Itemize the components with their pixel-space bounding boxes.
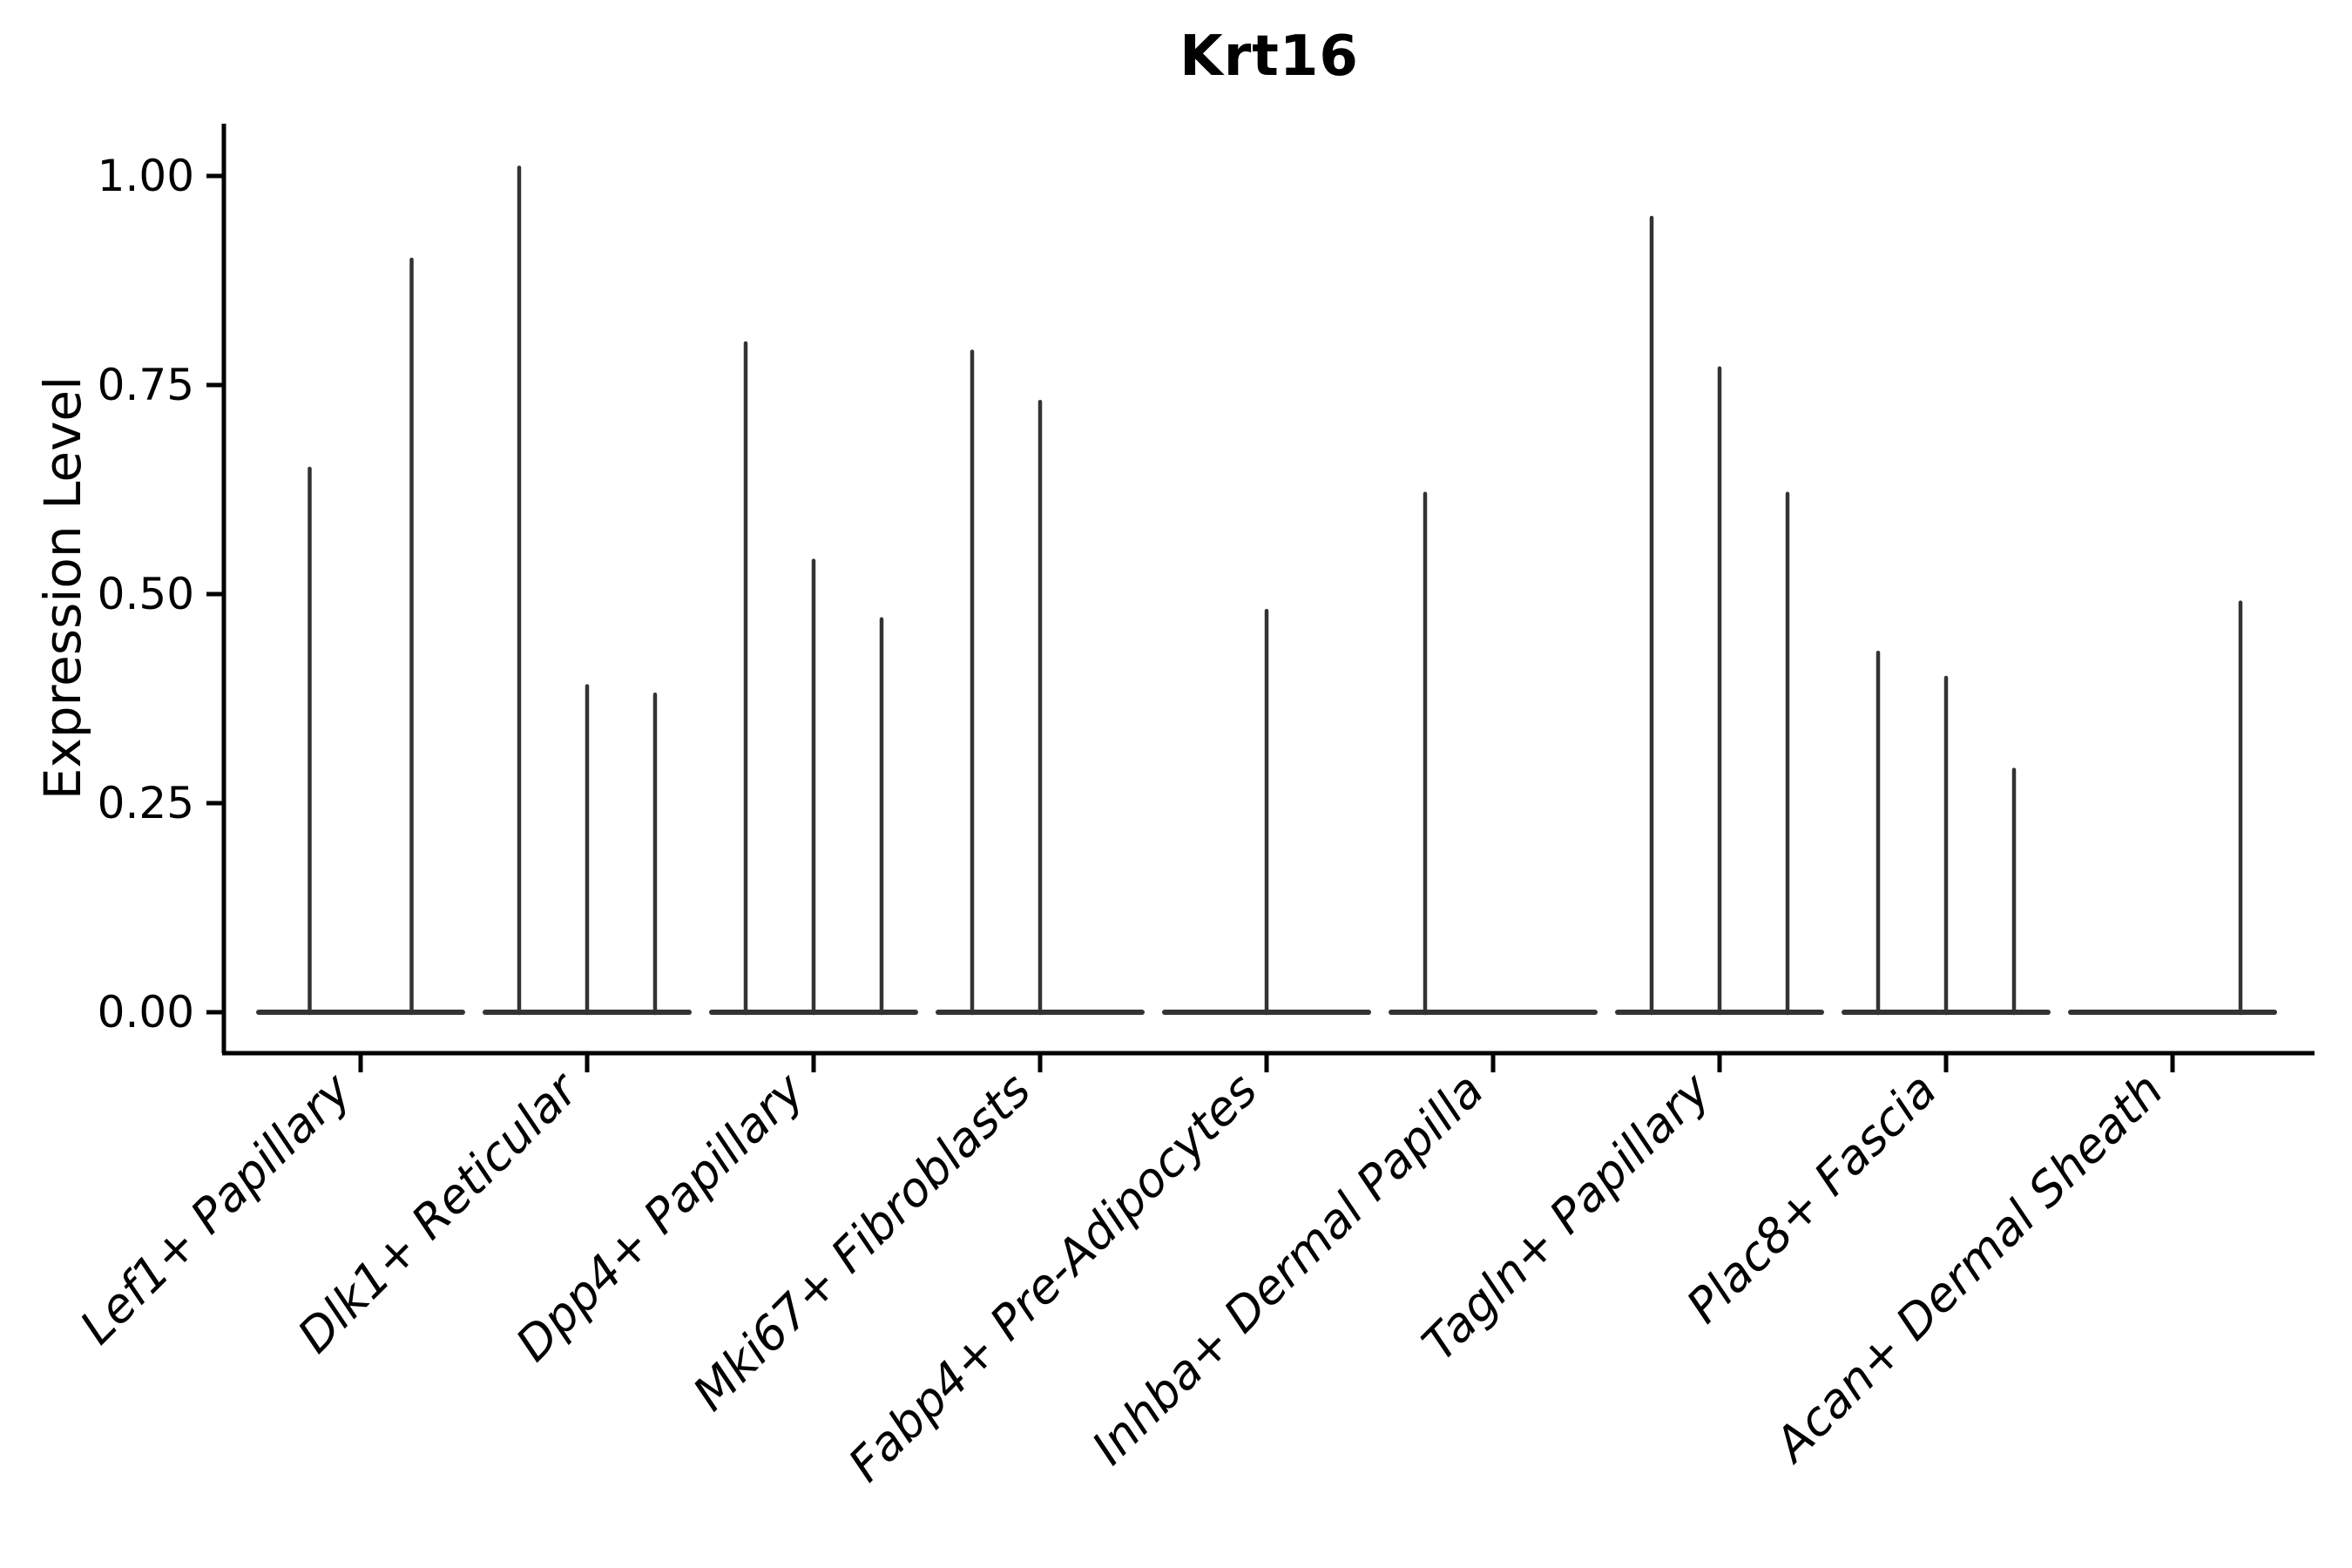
y-tick-label: 0.00 bbox=[98, 987, 194, 1037]
y-tick-label: 0.75 bbox=[98, 360, 194, 410]
x-tick-label: Acan+ Dermal Sheath bbox=[1762, 1063, 2173, 1474]
y-tick-label: 0.25 bbox=[98, 778, 194, 828]
y-tick-label: 1.00 bbox=[98, 151, 194, 201]
y-tick-label: 0.50 bbox=[98, 569, 194, 619]
x-tick-label: Fabp4+ Pre-Adipocytes bbox=[838, 1063, 1267, 1492]
chart-title: Krt16 bbox=[1179, 24, 1359, 89]
x-tick-label: Inhba+ Dermal Papilla bbox=[1081, 1063, 1494, 1476]
